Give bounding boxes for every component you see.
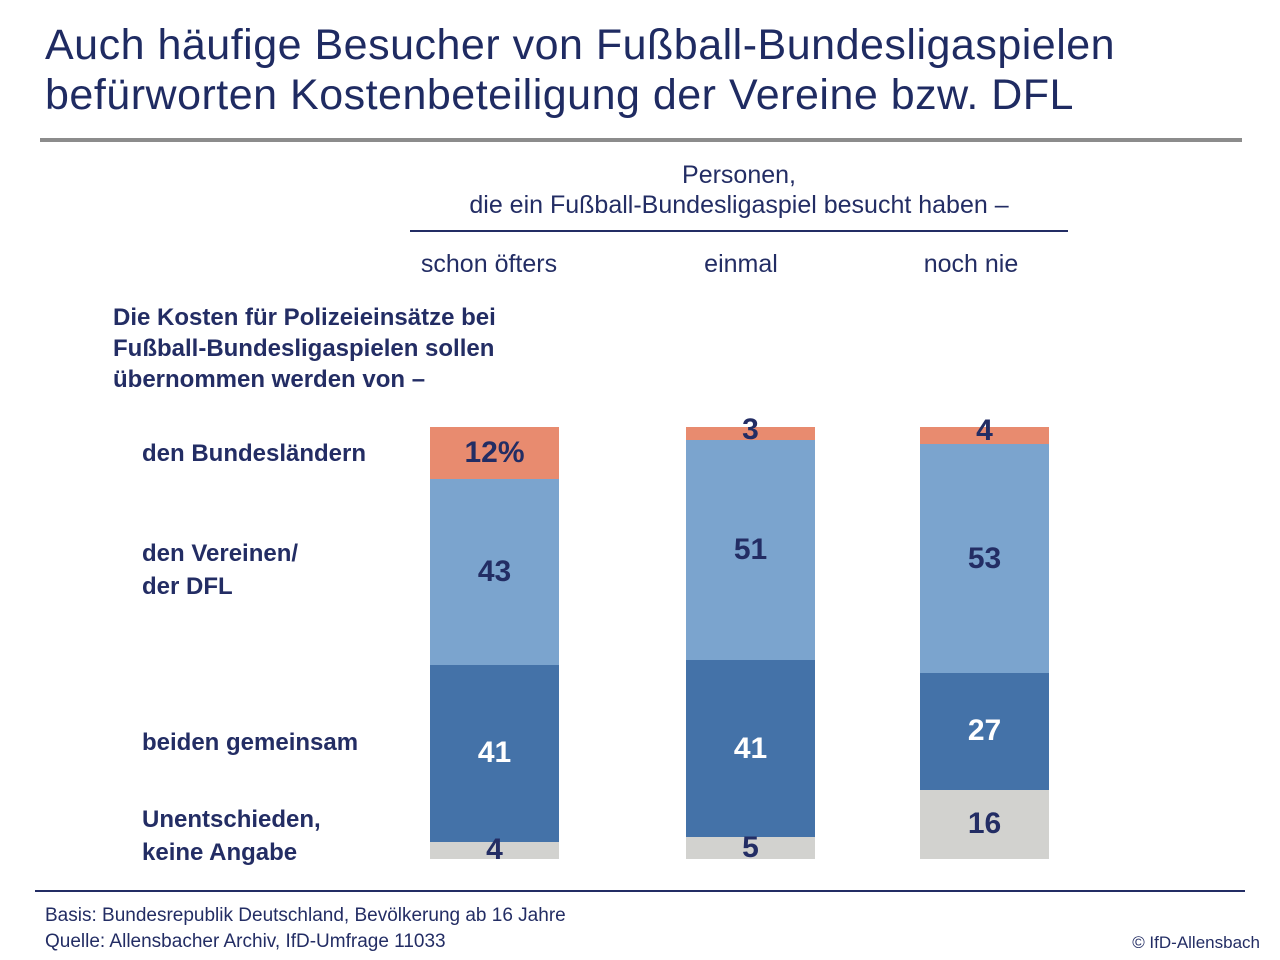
bar-value-label: 16 xyxy=(967,807,1002,841)
row-label-line: der DFL xyxy=(142,573,233,600)
footer-divider-rule xyxy=(35,890,1245,892)
bar-value-label: 27 xyxy=(967,714,1002,748)
row-label-2: den Vereinen/der DFL xyxy=(142,537,298,603)
bar-value-label: 4 xyxy=(486,833,503,867)
copyright-note: © IfD-Allensbach xyxy=(1132,933,1260,952)
bar-value-label: 12% xyxy=(464,435,525,469)
row-label-line: Unentschieden, xyxy=(142,806,321,833)
column-label-einmal: einmal xyxy=(704,250,778,278)
column-group-header-line2: die ein Fußball-Bundesligaspiel besucht … xyxy=(469,191,1009,219)
bar-segment-1-4: 4 xyxy=(430,835,559,865)
row-label-line: den Vereinen/ xyxy=(142,540,299,567)
question-text: Die Kosten für Polizeieinsätze bei Fußba… xyxy=(113,302,496,395)
row-label-1: den Bundesländern xyxy=(142,437,366,470)
bar-value-label: 5 xyxy=(742,831,759,865)
column-group-header-line1: Personen, xyxy=(682,161,796,189)
row-label-line: beiden gemeinsam xyxy=(142,729,359,756)
column-label-noch-nie: noch nie xyxy=(923,250,1019,278)
column-group-header: Personen, die ein Fußball-Bundesligaspie… xyxy=(410,160,1068,220)
bar-value-label: 51 xyxy=(733,533,768,567)
column-label-schon-oefters: schon öfters xyxy=(420,250,558,278)
question-line1: Die Kosten für Polizeieinsätze bei xyxy=(113,304,496,331)
row-label-4: Unentschieden, keine Angabe xyxy=(142,803,321,869)
bar-segment-2-2: 51 xyxy=(686,440,815,661)
bar-segment-3-4: 16 xyxy=(920,789,1049,859)
bar-value-label: 43 xyxy=(477,554,512,588)
footer-source: Quelle: Allensbacher Archiv, IfD-Umfrage… xyxy=(45,931,446,952)
bar-value-label: 3 xyxy=(742,412,759,446)
bar-segment-1-2: 43 xyxy=(430,478,559,665)
bar-value-label: 4 xyxy=(976,413,993,447)
bar-segment-2-1: 3 xyxy=(686,414,815,444)
bar-segment-3-1: 4 xyxy=(920,415,1049,445)
title-divider-rule xyxy=(40,138,1242,142)
bar-segment-1-3: 41 xyxy=(430,664,559,842)
question-line2: Fußball-Bundesligaspielen sollen xyxy=(113,335,495,362)
row-label-3: beiden gemeinsam xyxy=(142,726,358,759)
footer-basis: Basis: Bundesrepublik Deutschland, Bevöl… xyxy=(45,905,566,926)
bar-segment-3-2: 53 xyxy=(920,444,1049,674)
row-label-line: keine Angabe xyxy=(142,839,298,866)
bar-segment-3-3: 27 xyxy=(920,673,1049,790)
bar-segment-1-1: 12% xyxy=(430,427,559,479)
bar-value-label: 41 xyxy=(477,736,512,770)
page-title-line2: befürworten Kostenbeteiligung der Verein… xyxy=(45,71,1074,119)
question-line3: übernommen werden von – xyxy=(113,366,426,393)
page-title-line1: Auch häufige Besucher von Fußball-Bundes… xyxy=(45,21,1116,69)
bar-segment-2-3: 41 xyxy=(686,660,815,838)
bar-value-label: 53 xyxy=(967,541,1002,575)
bar-segment-2-4: 5 xyxy=(686,833,815,863)
bar-value-label: 41 xyxy=(733,731,768,765)
row-label-line: den Bundesländern xyxy=(142,440,367,467)
page-title: Auch häufige Besucher von Fußball-Bundes… xyxy=(45,20,1115,120)
column-group-underline xyxy=(410,230,1068,232)
